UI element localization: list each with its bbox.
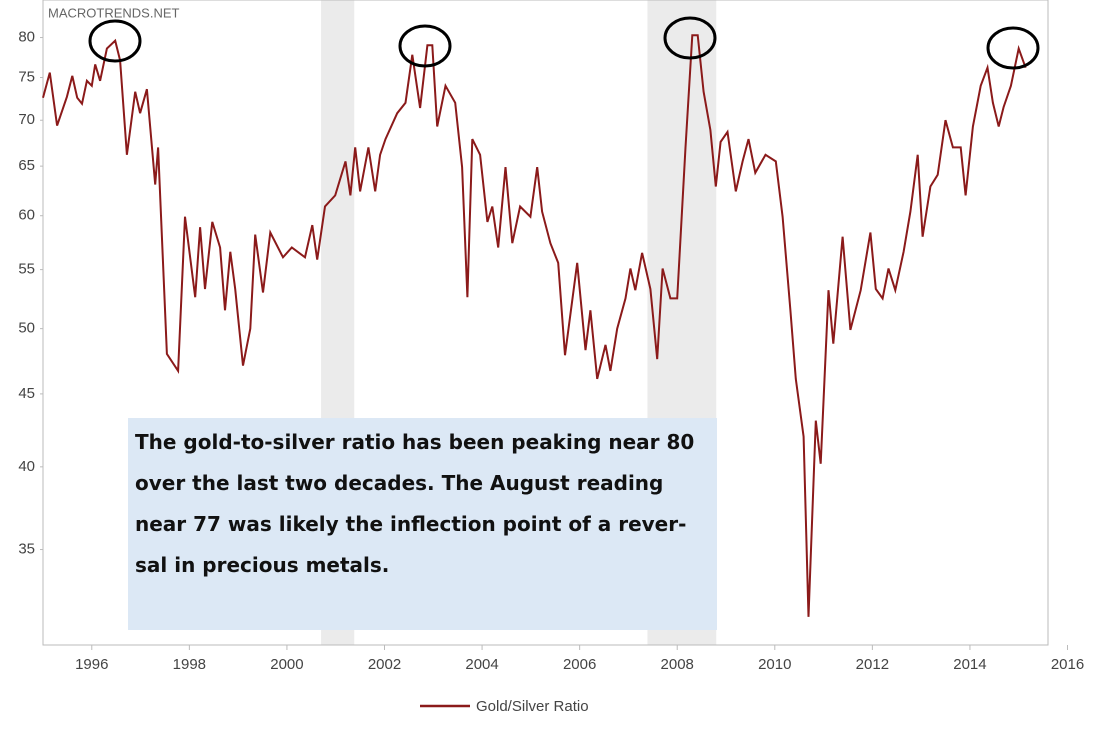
x-tick-label: 2012 — [856, 656, 889, 673]
y-tick-label: 80 — [18, 29, 35, 46]
series-line — [42, 34, 1027, 617]
y-tick-label: 75 — [18, 68, 35, 85]
x-tick-label: 2006 — [563, 656, 596, 673]
annotation: The gold-to-silver ratio has been peakin… — [135, 430, 694, 577]
plot-layer: 35 40 45 50 55 60 65 70 75 80 1996 1998 2000 2002 2004… — [18, 29, 1084, 715]
x-tick-label: 2000 — [270, 656, 303, 673]
y-tick-label: 50 — [18, 320, 35, 337]
peak-circle — [986, 26, 1040, 70]
annotation-line: The gold-to-silver ratio has been peakin… — [135, 430, 694, 454]
y-tick-label: 40 — [18, 458, 35, 475]
y-tick-label: 45 — [18, 385, 35, 402]
x-tick-label: 2016 — [1051, 656, 1084, 673]
y-tick-label: 60 — [18, 207, 35, 224]
annotation-line: sal in precious metals. — [135, 553, 389, 577]
watermark: MACROTRENDS.NET — [48, 5, 180, 20]
highlight-circles — [88, 16, 1040, 70]
y-tick-label: 70 — [18, 111, 35, 128]
y-tick-label: 35 — [18, 540, 35, 557]
peak-circle — [663, 16, 717, 60]
x-tick-label: 1996 — [75, 656, 108, 673]
x-tick-label: 1998 — [173, 656, 206, 673]
annotation-line: near 77 was likely the inflection point … — [135, 512, 686, 536]
x-tick-label: 2010 — [758, 656, 791, 673]
annotation-box — [128, 418, 717, 630]
x-tick-label: 2008 — [661, 656, 694, 673]
peak-circle — [88, 19, 142, 63]
peak-circle — [398, 24, 452, 68]
y-tick-label: 65 — [18, 157, 35, 174]
x-tick-label: 2004 — [465, 656, 498, 673]
y-tick-label: 55 — [18, 261, 35, 278]
annotation-line: over the last two decades. The August re… — [135, 471, 663, 495]
legend-label: Gold/Silver Ratio — [476, 698, 589, 715]
plot-frame — [42, 0, 1049, 646]
x-tick-label: 2014 — [953, 656, 986, 673]
x-tick-label: 2002 — [368, 656, 401, 673]
